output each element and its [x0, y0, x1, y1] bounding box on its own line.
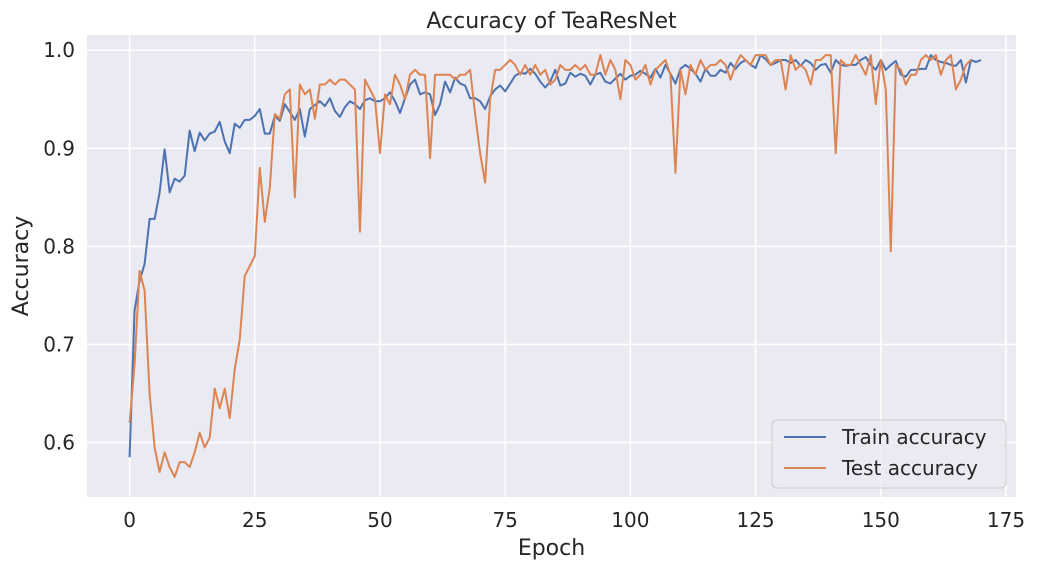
legend-label-test: Test accuracy — [841, 456, 978, 480]
train-accuracy-line — [128, 54, 982, 458]
x-tick-label: 100 — [611, 508, 649, 532]
x-tick-label: 75 — [492, 508, 517, 532]
chart-title: Accuracy of TeaResNet — [426, 9, 677, 34]
x-axis-label: Epoch — [518, 536, 585, 561]
y-tick-label: 0.8 — [43, 234, 75, 258]
y-tick-label: 1.0 — [43, 38, 75, 62]
x-tick-label: 150 — [862, 508, 900, 532]
x-tick-label: 175 — [987, 508, 1025, 532]
x-tick-label: 50 — [367, 508, 392, 532]
y-tick-label: 0.7 — [43, 332, 75, 356]
legend-label-train: Train accuracy — [841, 425, 987, 449]
y-axis-label: Accuracy — [9, 216, 34, 316]
tick-labels: 0 25 50 75 100 125 150 175 0.6 0.7 0.8 0.9 1.0 — [43, 38, 1025, 532]
x-tick-label: 25 — [242, 508, 267, 532]
y-tick-label: 0.6 — [43, 431, 75, 455]
series-lines — [128, 54, 982, 478]
legend: Train accuracy Test accuracy — [771, 419, 1007, 489]
grid-lines — [87, 35, 1016, 497]
y-tick-label: 0.9 — [43, 136, 75, 160]
legend-box — [771, 419, 1007, 489]
x-tick-label: 0 — [123, 508, 136, 532]
test-accuracy-line — [128, 54, 972, 478]
x-tick-label: 125 — [736, 508, 774, 532]
